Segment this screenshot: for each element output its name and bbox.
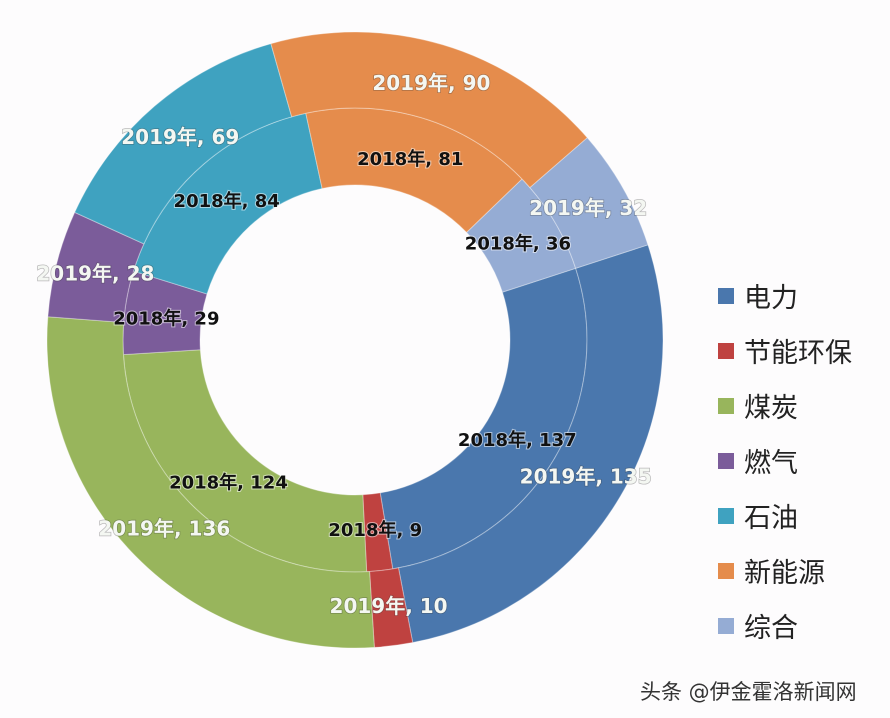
legend-label: 节能环保 xyxy=(744,338,852,369)
legend-swatch xyxy=(718,397,734,414)
legend-swatch xyxy=(718,287,734,304)
outer-ring-segment-0 xyxy=(397,244,664,644)
legend-label: 新能源 xyxy=(744,558,825,589)
outer-data-label-5: 2019年, 90 xyxy=(372,71,490,95)
outer-ring-segment-5 xyxy=(270,31,589,189)
outer-ring-segment-4 xyxy=(74,43,293,245)
inner-ring-segment-2 xyxy=(122,349,368,573)
outer-data-label-3: 2019年, 28 xyxy=(36,261,154,285)
inner-ring-segment-3 xyxy=(122,270,208,356)
inner-data-label-2: 2018年, 124 xyxy=(169,472,288,494)
legend-swatch xyxy=(718,452,734,469)
inner-data-label-5: 2018年, 81 xyxy=(357,148,463,170)
legend-item-new-energy: 新能源 xyxy=(718,543,852,598)
outer-ring-segment-1 xyxy=(369,567,414,648)
outer-ring-segment-2 xyxy=(46,316,375,649)
legend-item-power: 电力 xyxy=(718,268,852,323)
legend-item-energy-saving: 节能环保 xyxy=(718,323,852,378)
inner-data-label-3: 2018年, 29 xyxy=(113,307,219,329)
outer-data-label-2: 2019年, 136 xyxy=(98,516,230,540)
legend: 电力 节能环保 煤炭 燃气 石油 新能源 综合 xyxy=(718,268,852,653)
watermark: 头条 @伊金霍洛新闻网 xyxy=(640,680,857,704)
legend-item-coal: 煤炭 xyxy=(718,378,852,433)
outer-ring-segment-6 xyxy=(529,137,649,269)
legend-swatch xyxy=(718,507,734,524)
legend-swatch xyxy=(718,562,734,579)
legend-label: 石油 xyxy=(744,503,798,534)
inner-data-label-1: 2018年, 9 xyxy=(328,519,422,541)
inner-data-label-6: 2018年, 36 xyxy=(465,232,571,254)
outer-data-label-6: 2019年, 32 xyxy=(529,196,647,220)
legend-swatch xyxy=(718,617,734,634)
legend-swatch xyxy=(718,342,734,359)
outer-data-label-4: 2019年, 69 xyxy=(121,125,239,149)
double-donut-chart: 2018年, 137 2018年, 9 2018年, 124 2018年, 29 201… xyxy=(36,31,664,649)
legend-label: 综合 xyxy=(744,613,798,644)
legend-item-gas: 燃气 xyxy=(718,433,852,488)
legend-label: 煤炭 xyxy=(744,393,798,424)
legend-label: 电力 xyxy=(744,283,798,314)
inner-data-label-4: 2018年, 84 xyxy=(174,190,280,212)
inner-ring-segment-1 xyxy=(362,492,394,573)
legend-label: 燃气 xyxy=(744,448,798,479)
legend-item-oil: 石油 xyxy=(718,488,852,543)
inner-ring-segment-0 xyxy=(379,267,588,570)
outer-data-label-0: 2019年, 135 xyxy=(520,464,652,488)
legend-item-composite: 综合 xyxy=(718,598,852,653)
inner-data-label-0: 2018年, 137 xyxy=(458,429,577,451)
outer-data-label-1: 2019年, 10 xyxy=(330,594,448,618)
